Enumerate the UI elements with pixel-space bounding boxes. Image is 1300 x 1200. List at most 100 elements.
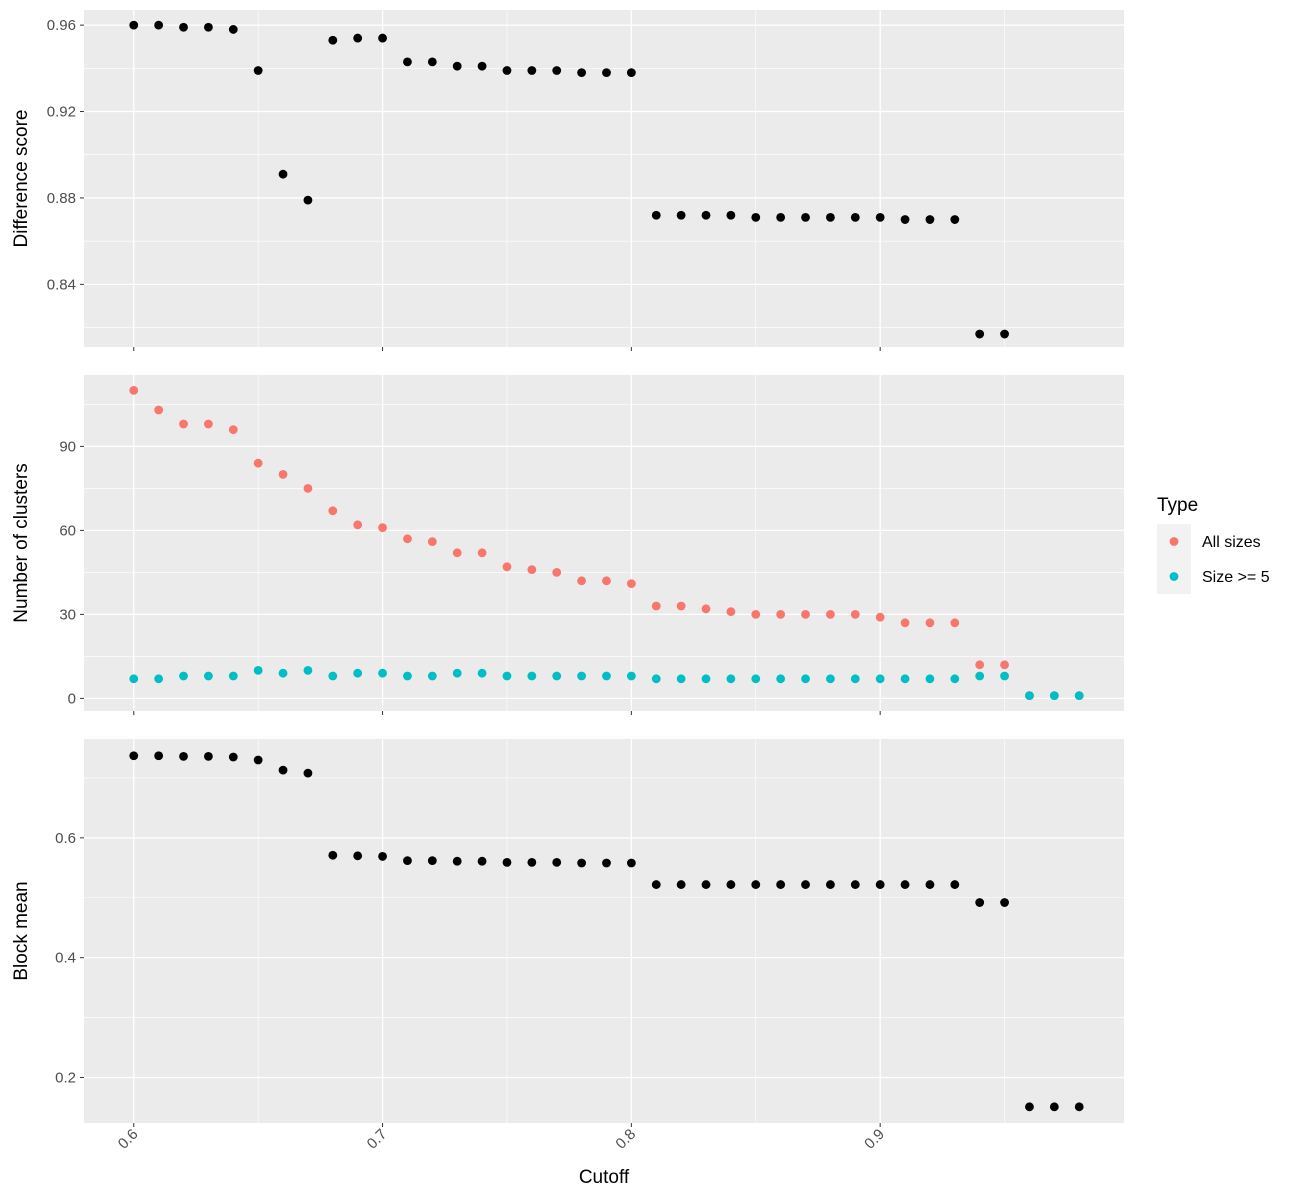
data-point (1000, 660, 1009, 670)
legend-marker (1169, 572, 1179, 581)
data-point (925, 674, 935, 684)
data-point (826, 610, 835, 619)
data-point (353, 33, 363, 43)
data-point (228, 671, 238, 681)
data-point (403, 57, 412, 67)
data-point (776, 610, 786, 619)
data-point (826, 880, 835, 889)
data-point (950, 674, 960, 684)
data-point (378, 668, 387, 678)
panel-1: 0.84 0.88 0.92 0.96 Difference score (11, 10, 1124, 351)
data-point (204, 751, 213, 761)
data-point (975, 671, 985, 681)
data-point (626, 671, 636, 681)
series-1 (129, 386, 1084, 700)
data-point (602, 68, 611, 78)
panel-2: 0 30 60 90 Number of clusters (11, 375, 1124, 715)
data-point (875, 674, 885, 684)
data-point (850, 212, 860, 222)
data-point (303, 195, 313, 205)
data-point (477, 548, 487, 558)
data-point (427, 671, 437, 681)
data-point (502, 671, 512, 681)
data-point (726, 210, 736, 220)
data-point (801, 610, 810, 619)
data-point (129, 20, 139, 30)
data-point (228, 425, 238, 434)
data-point (1000, 898, 1009, 907)
data-point (900, 674, 910, 684)
panel-background (84, 375, 1124, 711)
data-point (701, 880, 711, 889)
data-point (502, 562, 512, 572)
data-point (1074, 1102, 1084, 1112)
data-point (826, 674, 835, 684)
data-point (552, 671, 562, 681)
data-point (353, 520, 363, 530)
data-point (129, 674, 139, 684)
x-axis-title: Cutoff (579, 1167, 630, 1188)
data-point (179, 419, 188, 429)
data-point (651, 601, 661, 611)
data-point (726, 674, 736, 684)
data-point (801, 212, 810, 222)
data-point (452, 61, 462, 71)
data-point (875, 212, 885, 222)
data-point (378, 523, 387, 532)
data-point (278, 765, 288, 775)
data-point (1049, 1102, 1059, 1112)
data-point (676, 674, 686, 684)
data-point (477, 61, 487, 71)
data-point (975, 660, 985, 670)
data-point (950, 618, 960, 628)
y-tick-label: 0.6 (55, 830, 76, 847)
data-point (1025, 691, 1034, 700)
data-point (527, 858, 537, 867)
data-point (278, 169, 288, 179)
data-point (626, 858, 636, 868)
data-point (477, 668, 487, 678)
data-point (925, 880, 935, 889)
x-tick-label: 0.7 (364, 1126, 391, 1153)
data-point (900, 880, 910, 889)
data-point (577, 68, 587, 78)
data-point (900, 618, 910, 628)
data-point (253, 666, 263, 675)
x-tick-label: 0.9 (861, 1126, 888, 1153)
panel-background (84, 10, 1124, 347)
data-point (253, 755, 263, 765)
data-point (801, 880, 810, 889)
data-point (552, 858, 562, 867)
data-point (452, 668, 462, 678)
data-point (651, 210, 661, 220)
data-point (303, 484, 313, 493)
data-point (577, 858, 587, 868)
data-point (850, 610, 860, 619)
panel-3: 0.2 0.4 0.6 0.6 0.7 0.8 0.9 Block mean Cutoff (11, 739, 1124, 1188)
series-1 (129, 20, 1009, 339)
data-point (701, 674, 711, 684)
data-point (801, 674, 810, 684)
data-point (751, 610, 761, 619)
data-point (452, 548, 462, 558)
data-point (527, 671, 537, 681)
panel-background (84, 739, 1124, 1123)
data-point (403, 671, 412, 681)
y-tick-label: 0.4 (55, 950, 76, 967)
data-point (950, 215, 960, 224)
data-point (602, 671, 611, 681)
data-point (726, 880, 736, 889)
data-point (1049, 691, 1059, 700)
y-tick-label: 0 (68, 690, 76, 707)
series-2 (129, 666, 1084, 700)
y-axis-title: Number of clusters (11, 463, 32, 622)
data-point (676, 210, 686, 220)
data-point (204, 22, 213, 32)
data-point (1074, 691, 1084, 700)
x-tick-label: 0.8 (612, 1126, 639, 1153)
data-point (925, 618, 935, 628)
data-point (1000, 671, 1009, 681)
y-tick-label: 30 (59, 606, 76, 623)
data-point (527, 565, 537, 574)
